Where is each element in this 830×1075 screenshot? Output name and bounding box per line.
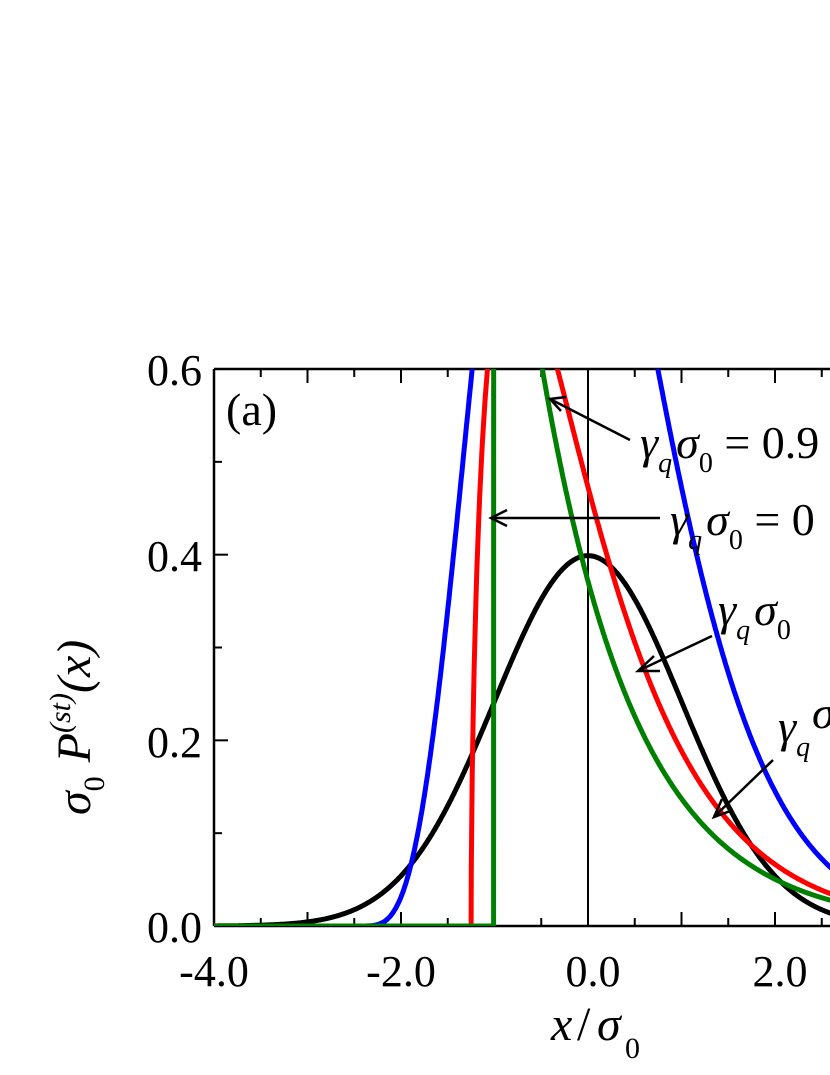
series-line-0	[214, 553, 830, 926]
series-line-1	[214, 369, 830, 926]
curves	[214, 369, 830, 926]
series-line-3	[214, 369, 830, 926]
x-axis-label: x / σ 0	[550, 998, 640, 1065]
arrow-head-3	[711, 798, 734, 820]
y-tick-label-3: 0.6	[147, 346, 202, 395]
y-axis-label-p: P	[48, 733, 101, 763]
x-tick-label-2: 0.0	[566, 947, 621, 996]
arrow-head-2	[634, 655, 660, 673]
arrow-line-2	[639, 634, 713, 672]
y-tick-label-1: 0.2	[147, 718, 202, 767]
x-tick-label-1: -2.0	[366, 947, 436, 996]
x-axis-label-x: x	[550, 998, 572, 1051]
panel-label: (a)	[226, 384, 277, 435]
y-axis-label-sup: (st)	[44, 693, 77, 733]
annotation-arrows	[488, 395, 774, 820]
y-axis-label-sigma: σ	[48, 789, 101, 815]
annotation-label-1: γqσ0 = 0	[670, 494, 815, 556]
arrow-line-3	[715, 759, 774, 816]
y-tick-label-2: 0.4	[147, 532, 202, 581]
annotation-label-2: γqσ0	[718, 584, 791, 646]
annotation-label-3: γq	[778, 701, 810, 763]
annotation-label-3-sigma-fragment: σ	[812, 687, 830, 738]
x-axis-label-sub: 0	[625, 1032, 640, 1065]
x-tick-label-0: -4.0	[179, 947, 249, 996]
series-line-2	[214, 369, 830, 926]
y-tick-label-0: 0.0	[147, 903, 202, 952]
svg-text:σ0P(st)(x): σ0 P(st)(x)	[44, 640, 111, 815]
arrow-head-1	[488, 508, 508, 528]
arrow-head-0	[547, 395, 567, 412]
y-axis-label-arg: (x)	[48, 640, 101, 693]
y-axis-label-sub: 0	[78, 776, 111, 791]
x-axis-label-slash: /	[577, 998, 591, 1051]
x-axis-label-sigma: σ	[597, 998, 623, 1051]
y-axis-label: σ0 P(st)(x)	[44, 640, 111, 815]
x-tick-label-3: 2.0	[753, 947, 808, 996]
arrow-line-0	[551, 398, 631, 442]
annotation-label-0: γqσ0 = 0.9	[640, 417, 819, 479]
